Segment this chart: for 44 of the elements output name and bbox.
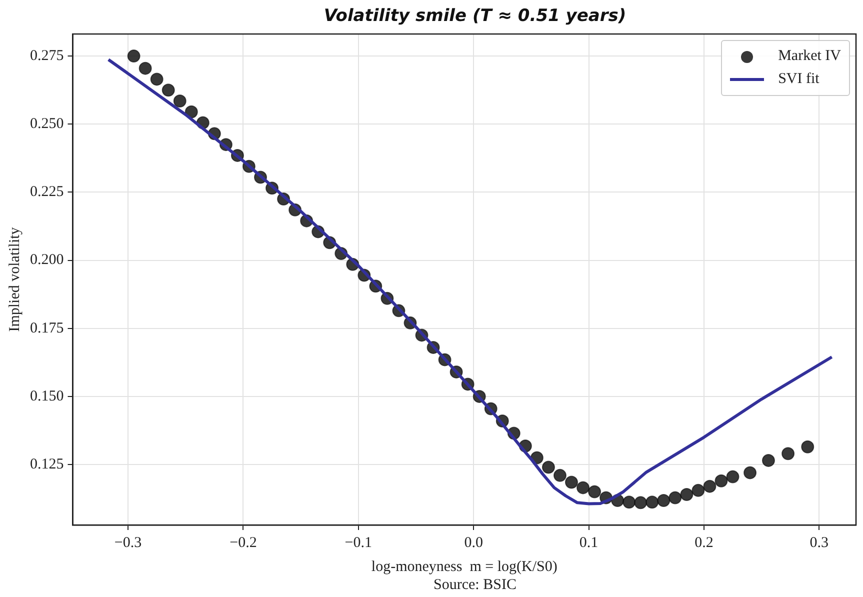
y-tick-label: 0.275 [30,48,64,64]
point [576,481,590,494]
point [564,476,578,489]
point [634,496,648,510]
legend-label: Market IV [778,48,841,65]
x-tick-label: −0.2 [230,534,257,551]
source-note: Source: BSIC [432,577,518,594]
y-tick-label: 0.125 [30,456,64,472]
point [782,447,795,460]
chart-title: Volatility smile (T ≈ 0.51 years) [322,6,628,26]
point [173,94,186,108]
point [744,466,757,480]
point [668,491,682,504]
x-tick-label: 0.0 [464,534,483,551]
point [646,496,659,509]
y-tick-label: 0.200 [30,252,64,268]
x-tick-label: 0.3 [810,534,829,551]
point [703,480,716,493]
y-tick-label: 0.175 [30,320,64,336]
y-tick-label: 0.225 [30,184,64,200]
point [714,474,728,488]
point [726,470,740,484]
point [127,50,140,63]
x-tick-label: 0.1 [579,534,598,551]
legend-label: SVI fit [778,71,820,88]
point [138,62,152,75]
point [692,484,705,497]
point [162,84,175,97]
x-tick-label: −0.3 [114,534,142,551]
point [622,496,636,509]
x-tick-label: 0.2 [694,534,714,551]
x-axis-title: log-moneyness m = log(K/S0) [371,558,558,575]
point [588,485,602,498]
point [801,440,814,454]
point [657,494,670,507]
y-axis-title: Implied volatility [6,226,23,332]
x-tick-label: −0.1 [344,534,372,551]
point [553,468,566,482]
point [150,72,164,86]
y-tick-label: 0.250 [30,116,64,132]
point [680,488,694,501]
y-tick-label: 0.150 [30,388,64,404]
point [762,454,775,467]
point [542,460,555,474]
